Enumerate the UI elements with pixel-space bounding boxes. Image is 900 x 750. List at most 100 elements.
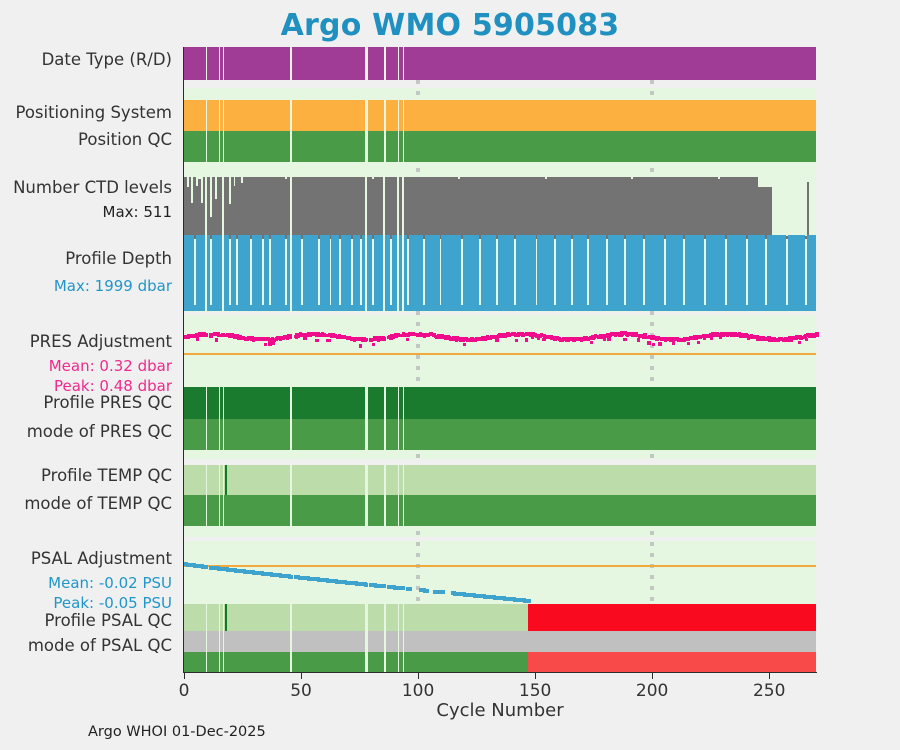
data-band-segment [220,387,223,419]
profile-depth-bar [291,235,295,311]
ctd-level-bar [687,177,690,239]
profile-depth-bar [584,235,587,311]
profile-depth-bar [703,304,707,311]
profile-depth-bar [586,304,590,311]
psal-adjustment-point [527,598,532,603]
data-band-segment [184,604,206,631]
ctd-level-bar [731,177,735,239]
profile-depth-bar [265,235,269,311]
ctd-level-bar [619,177,623,239]
ctd-level-bar [450,177,454,239]
ctd-level-bar [263,177,267,239]
pres-adjustment-point [636,338,641,342]
data-band-segment [207,47,219,80]
ctd-level-bar [570,177,573,239]
profile-depth-bar [366,235,370,311]
data-band-segment [404,652,529,672]
profile-depth-bar [441,235,445,311]
ctd-level-bar [432,177,435,239]
profile-depth-bar [528,235,531,311]
profile-depth-bar [516,235,520,311]
ctd-level-bar [705,177,709,239]
profile-depth-bar [500,235,503,311]
data-band-segment [292,387,366,419]
ctd-level-bar [329,177,332,239]
profile-depth-bar [420,235,424,311]
profile-depth-bar [647,235,651,311]
pres-adjustment-point [294,335,298,340]
data-band-segment [292,631,366,652]
profile-depth-bar [673,235,676,311]
data-band-segment [224,604,291,631]
data-band-segment [224,131,291,162]
profile-depth-bar [483,235,487,311]
ctd-level-bar [614,177,618,239]
pres-adjustment-point [266,336,271,341]
profile-depth-bar [574,235,578,311]
ctd-level-bar [785,235,789,239]
profile-depth-bar [432,235,435,311]
profile-depth-bar [624,304,627,311]
profile-depth-bar [539,235,543,311]
ctd-level-bar [441,177,445,239]
profile-depth-bar [771,235,775,311]
ctd-level-bar [317,177,321,239]
ctd-level-bar [684,177,688,239]
profile-depth-bar [427,235,431,311]
profile-depth-bar [511,235,515,311]
ctd-level-bar [216,177,220,239]
ctd-level-bar [242,177,246,239]
profile-depth-bar [577,235,580,311]
profile-depth-bar [544,235,548,311]
ctd-level-bar [757,186,761,239]
ctd-level-bar [769,186,772,239]
profile-depth-bar [415,235,419,311]
data-band-segment [385,387,398,419]
profile-depth-bar [212,235,215,311]
ctd-level-bar [514,177,517,239]
pres-adjustment-point [647,341,651,345]
ctd-level-bar [654,177,658,239]
profile-depth-bar [659,235,662,311]
ctd-level-bar [375,177,379,239]
ctd-level-bar [389,177,393,239]
ctd-level-bar [738,177,742,239]
ctd-level-bar [462,177,466,239]
ctd-level-bar [282,177,286,239]
x-tick-label-0: 0 [178,681,190,701]
profile-depth-bar [581,235,585,311]
profile-depth-bar [422,304,426,311]
ctd-level-bar [488,177,492,239]
ctd-level-bar [191,202,194,239]
pres-adjustment-point [217,333,221,338]
ctd-level-bar [354,177,358,239]
profile-depth-bar [689,235,693,311]
pres-adjustment-point [789,338,794,343]
profile-depth-bar [628,235,632,311]
psal-adjustment-point [401,586,406,591]
profile-depth-bar [558,235,562,311]
data-band-segment [225,465,227,495]
data-band-segment [224,652,291,672]
profile-depth-bar [347,235,351,311]
pres-adjustment-point [686,341,691,346]
ctd-level-bar [588,177,592,239]
profile-depth-bar [411,235,414,311]
ctd-level-bar [408,177,412,239]
ctd-level-bar [380,177,384,239]
profile-depth-bar [399,235,403,311]
ctd-level-bar [490,177,494,239]
profile-depth-bar [521,235,524,311]
data-band-segment [367,387,384,419]
profile-depth-bar [729,235,733,311]
data-band-segment [404,495,816,526]
ctd-level-bar [399,177,403,239]
profile-depth-bar [450,235,454,311]
ctd-level-bar [649,177,653,239]
data-band-segment [385,419,398,450]
ctd-level-bar [422,177,426,239]
profile-depth-bar [272,235,276,311]
profile-depth-bar [228,304,232,311]
data-band-segment [207,131,219,162]
psal-adjustment-point [217,566,221,571]
